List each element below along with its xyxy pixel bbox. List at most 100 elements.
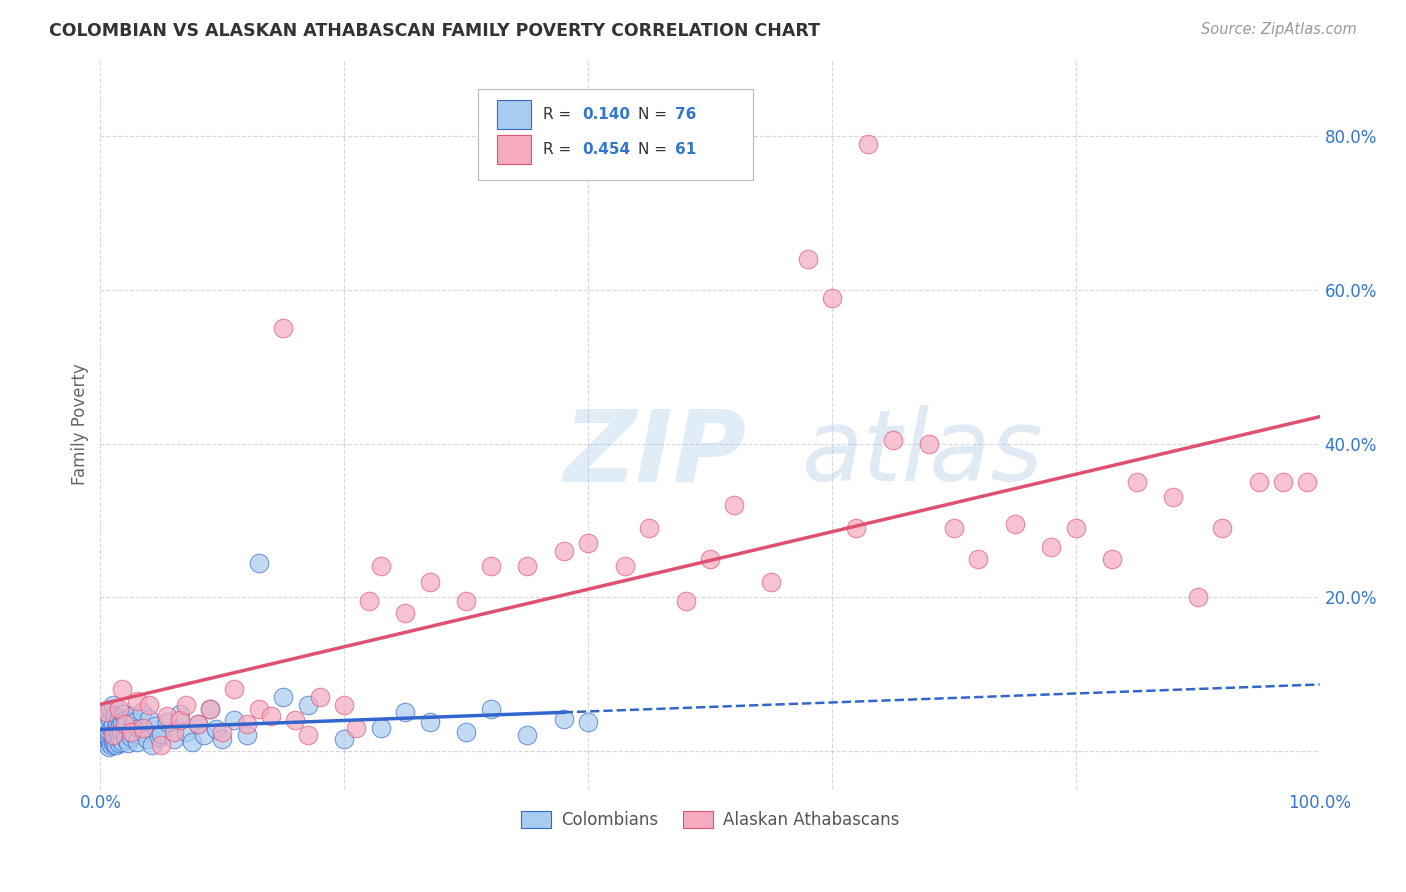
Point [419, 714, 441, 729]
Point [174, 724, 197, 739]
Point [114, 713, 136, 727]
Point [105, 738, 128, 752]
Point [104, 732, 127, 747]
Point [107, 712, 129, 726]
Point [516, 559, 538, 574]
Point [104, 709, 127, 723]
Point [169, 713, 191, 727]
Point [394, 706, 416, 720]
Point [138, 712, 160, 726]
Point [613, 559, 636, 574]
Point [114, 729, 136, 743]
Point [111, 714, 134, 729]
Point [107, 736, 129, 750]
Point [128, 721, 150, 735]
Point [576, 536, 599, 550]
Point [198, 701, 221, 715]
Point [247, 701, 270, 715]
Point [103, 734, 125, 748]
Point [96, 706, 118, 720]
Text: atlas: atlas [801, 405, 1043, 502]
Point [138, 698, 160, 712]
Point [108, 732, 131, 747]
Point [333, 732, 356, 747]
Point [150, 727, 173, 741]
Point [115, 717, 138, 731]
Point [759, 574, 782, 589]
Point [967, 551, 990, 566]
Point [553, 712, 575, 726]
Point [419, 574, 441, 589]
Point [148, 730, 170, 744]
Text: N =: N = [638, 107, 672, 122]
Point [101, 729, 124, 743]
Point [344, 721, 367, 735]
Point [156, 714, 179, 729]
Point [125, 734, 148, 748]
Point [174, 698, 197, 712]
Point [162, 724, 184, 739]
Point [98, 701, 121, 715]
Point [1272, 475, 1295, 489]
Point [1125, 475, 1147, 489]
Text: 76: 76 [675, 107, 696, 122]
Point [821, 291, 844, 305]
Point [121, 709, 143, 723]
Point [297, 729, 319, 743]
Point [107, 701, 129, 715]
Point [357, 594, 380, 608]
Point [135, 732, 157, 747]
Point [553, 544, 575, 558]
Point [918, 436, 941, 450]
Text: R =: R = [543, 142, 576, 157]
Point [169, 706, 191, 721]
Text: 0.454: 0.454 [582, 142, 630, 157]
Point [224, 682, 246, 697]
Point [115, 732, 138, 747]
Point [156, 709, 179, 723]
Point [370, 559, 392, 574]
Text: ZIP: ZIP [564, 405, 747, 502]
Point [942, 521, 965, 535]
Point [124, 714, 146, 729]
Point [122, 727, 145, 741]
Point [675, 594, 697, 608]
Point [271, 690, 294, 704]
Point [120, 730, 142, 744]
Point [211, 732, 233, 747]
Point [97, 739, 120, 754]
Text: COLOMBIAN VS ALASKAN ATHABASCAN FAMILY POVERTY CORRELATION CHART: COLOMBIAN VS ALASKAN ATHABASCAN FAMILY P… [49, 22, 820, 40]
Point [134, 724, 156, 739]
Point [101, 698, 124, 712]
Point [96, 717, 118, 731]
Point [1211, 521, 1233, 535]
Point [96, 729, 118, 743]
Point [97, 732, 120, 747]
Point [235, 729, 257, 743]
Point [107, 727, 129, 741]
FancyBboxPatch shape [478, 89, 752, 180]
Point [1296, 475, 1319, 489]
Point [1064, 521, 1087, 535]
Point [117, 736, 139, 750]
Point [796, 252, 818, 267]
Point [638, 521, 661, 535]
Point [479, 559, 502, 574]
FancyBboxPatch shape [496, 135, 530, 164]
Point [224, 713, 246, 727]
Point [97, 724, 120, 739]
Text: N =: N = [638, 142, 672, 157]
Point [110, 724, 132, 739]
Point [187, 717, 209, 731]
Text: R =: R = [543, 107, 576, 122]
Point [1187, 591, 1209, 605]
Point [111, 734, 134, 748]
Point [882, 433, 904, 447]
Point [699, 551, 721, 566]
Point [394, 606, 416, 620]
Point [131, 706, 153, 720]
Point [723, 498, 745, 512]
Point [333, 698, 356, 712]
Point [100, 721, 122, 735]
Point [98, 713, 121, 727]
